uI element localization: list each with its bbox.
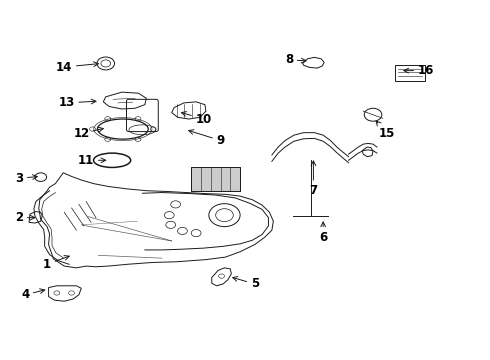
Text: 11: 11: [78, 154, 106, 167]
Text: 13: 13: [58, 96, 96, 109]
Text: 9: 9: [189, 130, 225, 147]
Text: 16: 16: [404, 64, 434, 77]
Text: 1: 1: [43, 256, 69, 271]
Text: 4: 4: [21, 288, 45, 301]
FancyBboxPatch shape: [191, 167, 240, 191]
Text: 6: 6: [319, 222, 327, 244]
Text: 5: 5: [233, 276, 259, 291]
Text: 2: 2: [15, 211, 35, 224]
Text: 7: 7: [309, 161, 318, 197]
Text: 15: 15: [376, 121, 395, 140]
Text: 10: 10: [181, 112, 212, 126]
Text: 3: 3: [15, 172, 37, 185]
Text: 8: 8: [285, 53, 306, 66]
Text: 14: 14: [56, 60, 98, 73]
Text: 12: 12: [73, 127, 103, 140]
